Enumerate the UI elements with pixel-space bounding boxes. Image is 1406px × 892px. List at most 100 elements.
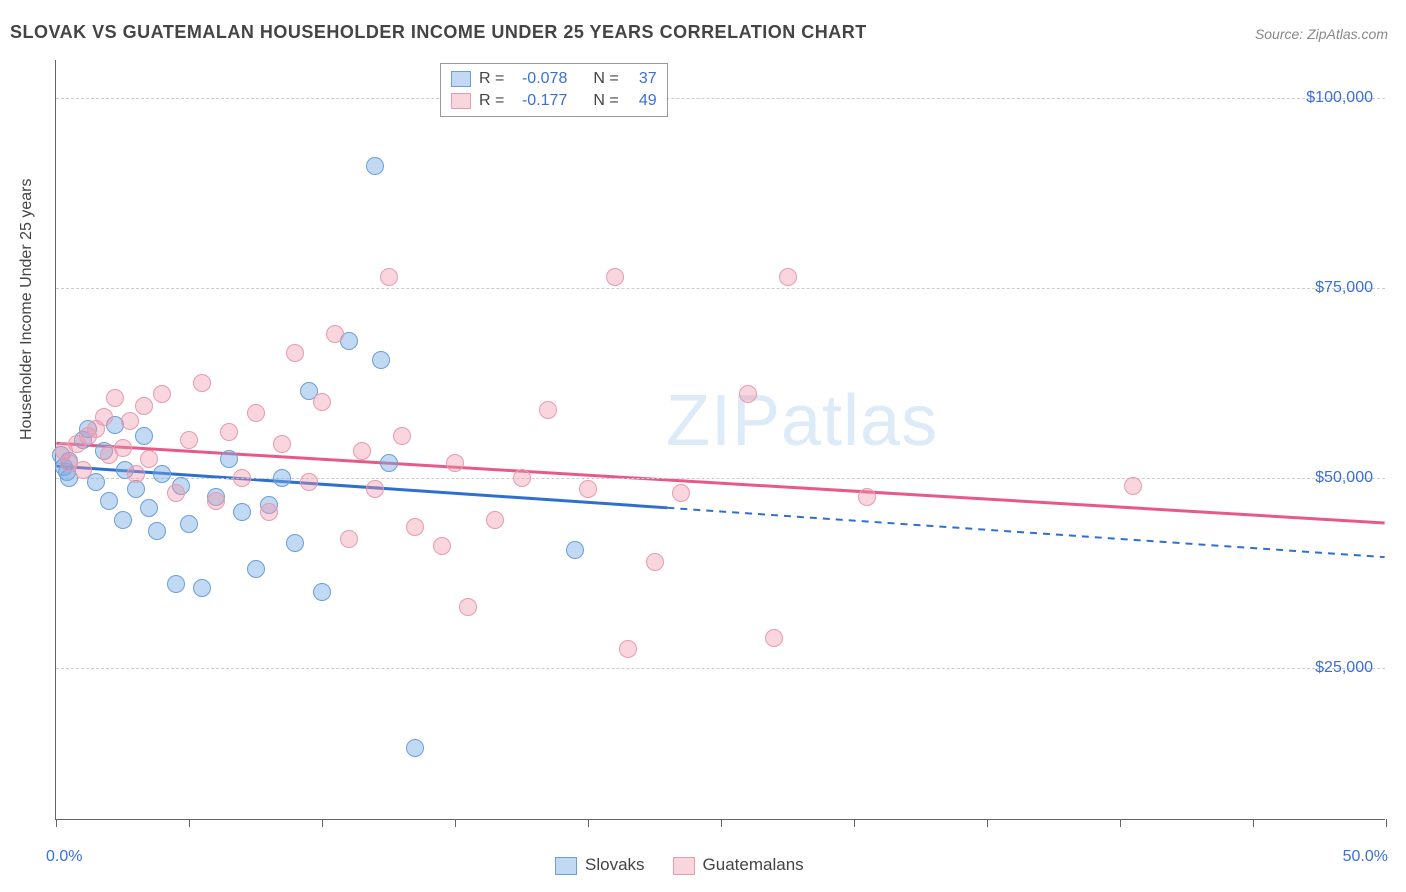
data-point [326,325,344,343]
gridline [56,668,1385,669]
data-point [233,503,251,521]
data-point [779,268,797,286]
data-point [273,469,291,487]
data-point [140,499,158,517]
data-point [207,492,225,510]
x-tick [56,819,57,827]
legend-r-label: R = [479,90,504,112]
legend-swatch [673,857,695,875]
data-point [121,412,139,430]
data-point [313,393,331,411]
x-tick [1386,819,1387,827]
data-point [74,461,92,479]
data-point [220,423,238,441]
data-point [106,389,124,407]
data-point [313,583,331,601]
data-point [366,157,384,175]
legend-n-value: 37 [627,68,657,90]
data-point [340,530,358,548]
data-point [273,435,291,453]
data-point [366,480,384,498]
data-point [100,492,118,510]
legend-n-value: 49 [627,90,657,112]
data-point [95,408,113,426]
data-point [1124,477,1142,495]
y-tick-label: $50,000 [1315,469,1373,487]
legend-n-label: N = [593,68,618,90]
legend-row: R = -0.078 N = 37 [451,68,657,90]
data-point [220,450,238,468]
x-tick [1120,819,1121,827]
trend-line-extension [667,508,1384,557]
legend-item: Slovaks [555,855,645,875]
legend-item: Guatemalans [673,855,804,875]
data-point [180,515,198,533]
x-tick [721,819,722,827]
legend-r-value: -0.078 [512,68,567,90]
gridline [56,288,1385,289]
legend-n-label: N = [593,90,618,112]
data-point [114,511,132,529]
x-tick [987,819,988,827]
x-tick [189,819,190,827]
data-point [406,739,424,757]
x-axis-max-label: 50.0% [1343,848,1388,866]
data-point [247,404,265,422]
gridline [56,478,1385,479]
data-point [446,454,464,472]
legend-label: Guatemalans [703,855,804,874]
legend-row: R = -0.177 N = 49 [451,90,657,112]
data-point [260,503,278,521]
data-point [579,480,597,498]
source-label: Source: ZipAtlas.com [1255,26,1388,42]
watermark: ZIPatlas [666,380,938,462]
data-point [566,541,584,559]
data-point [286,534,304,552]
trend-lines-layer [56,60,1385,819]
legend-swatch [555,857,577,875]
plot-area: ZIPatlas $25,000 $50,000 $75,000 $100,000 [55,60,1385,820]
data-point [372,351,390,369]
data-point [135,427,153,445]
legend-r-value: -0.177 [512,90,567,112]
data-point [646,553,664,571]
data-point [153,465,171,483]
data-point [180,431,198,449]
data-point [193,374,211,392]
data-point [167,484,185,502]
data-point [606,268,624,286]
data-point [513,469,531,487]
data-point [739,385,757,403]
correlation-legend: R = -0.078 N = 37 R = -0.177 N = 49 [440,63,668,117]
data-point [193,579,211,597]
gridline [56,98,1385,99]
data-point [486,511,504,529]
data-point [433,537,451,555]
data-point [539,401,557,419]
data-point [353,442,371,460]
data-point [233,469,251,487]
y-tick-label: $25,000 [1315,659,1373,677]
chart-title: SLOVAK VS GUATEMALAN HOUSEHOLDER INCOME … [10,22,867,43]
data-point [858,488,876,506]
data-point [380,268,398,286]
series-legend: Slovaks Guatemalans [555,855,804,875]
data-point [380,454,398,472]
y-tick-label: $100,000 [1306,89,1373,107]
legend-r-label: R = [479,68,504,90]
data-point [247,560,265,578]
data-point [286,344,304,362]
data-point [300,473,318,491]
data-point [114,439,132,457]
data-point [459,598,477,616]
x-axis-min-label: 0.0% [46,848,82,866]
data-point [406,518,424,536]
x-tick [1253,819,1254,827]
legend-swatch [451,93,471,109]
y-axis-title: Householder Income Under 25 years [18,179,36,440]
x-tick [854,819,855,827]
data-point [140,450,158,468]
legend-swatch [451,71,471,87]
legend-label: Slovaks [585,855,645,874]
y-tick-label: $75,000 [1315,279,1373,297]
